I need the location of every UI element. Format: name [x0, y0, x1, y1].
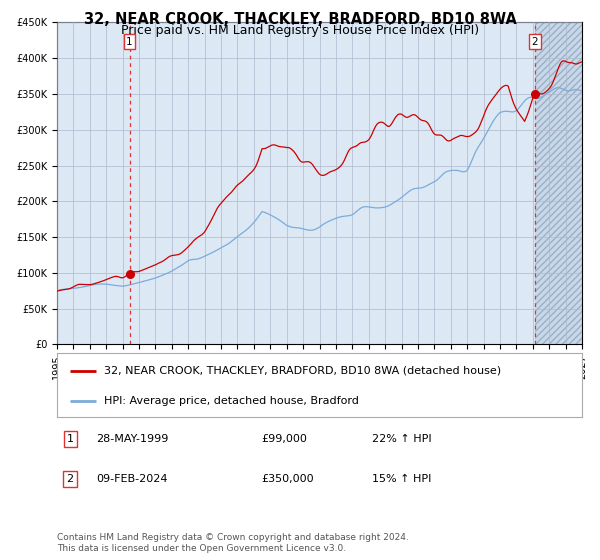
Text: £99,000: £99,000 [262, 433, 308, 444]
Text: HPI: Average price, detached house, Bradford: HPI: Average price, detached house, Brad… [104, 396, 359, 406]
Text: 32, NEAR CROOK, THACKLEY, BRADFORD, BD10 8WA: 32, NEAR CROOK, THACKLEY, BRADFORD, BD10… [83, 12, 517, 27]
Text: 28-MAY-1999: 28-MAY-1999 [97, 433, 169, 444]
Text: 15% ↑ HPI: 15% ↑ HPI [372, 474, 431, 484]
Text: Contains HM Land Registry data © Crown copyright and database right 2024.
This d: Contains HM Land Registry data © Crown c… [57, 533, 409, 553]
Text: 22% ↑ HPI: 22% ↑ HPI [372, 433, 431, 444]
Text: £350,000: £350,000 [262, 474, 314, 484]
Text: 1: 1 [67, 433, 74, 444]
Text: 09-FEB-2024: 09-FEB-2024 [97, 474, 168, 484]
Text: 32, NEAR CROOK, THACKLEY, BRADFORD, BD10 8WA (detached house): 32, NEAR CROOK, THACKLEY, BRADFORD, BD10… [104, 366, 502, 376]
Text: Price paid vs. HM Land Registry's House Price Index (HPI): Price paid vs. HM Land Registry's House … [121, 24, 479, 36]
Text: 2: 2 [532, 37, 538, 47]
Text: 2: 2 [67, 474, 74, 484]
Text: 1: 1 [126, 37, 133, 47]
Bar [535, 22, 582, 344]
